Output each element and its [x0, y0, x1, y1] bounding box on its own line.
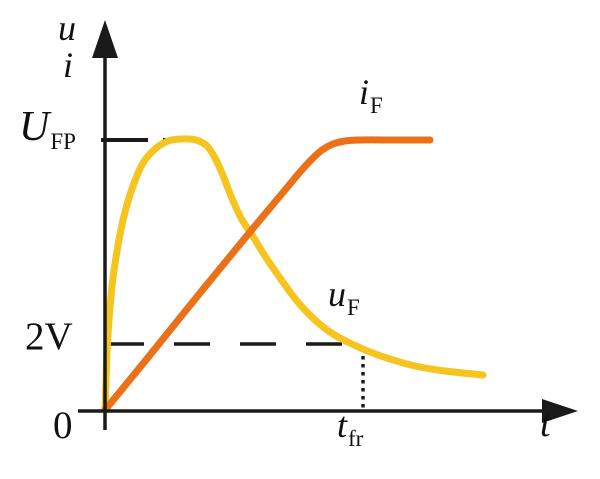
- u-peak-label-sub: FP: [50, 129, 76, 154]
- x-axis-label-t: t: [540, 403, 551, 445]
- two-volt-label: 2V: [25, 315, 73, 358]
- y-axis-label-i: i: [63, 45, 74, 85]
- voltage-curve-label-sub: F: [347, 295, 360, 320]
- y-axis-label-u: u: [58, 8, 76, 48]
- x-axis-arrowhead: [542, 399, 578, 423]
- current-curve-label-main: i: [359, 72, 370, 112]
- u-peak-label-main: U: [19, 104, 50, 150]
- current-curve-label-sub: F: [370, 93, 383, 118]
- time-marker-label-main: t: [337, 405, 348, 445]
- time-marker-label: tfr: [337, 405, 363, 450]
- voltage-curve-label-main: u: [328, 274, 346, 314]
- y-axis-arrowhead: [92, 20, 118, 58]
- time-marker-label-sub: fr: [348, 426, 364, 451]
- current-curve-label: iF: [359, 72, 383, 117]
- origin-label: 0: [53, 404, 73, 447]
- voltage-curve-label: uF: [328, 274, 360, 319]
- current-curve: [101, 136, 434, 414]
- voltage-curve: [101, 135, 487, 414]
- u-peak-label: UFP: [19, 104, 76, 153]
